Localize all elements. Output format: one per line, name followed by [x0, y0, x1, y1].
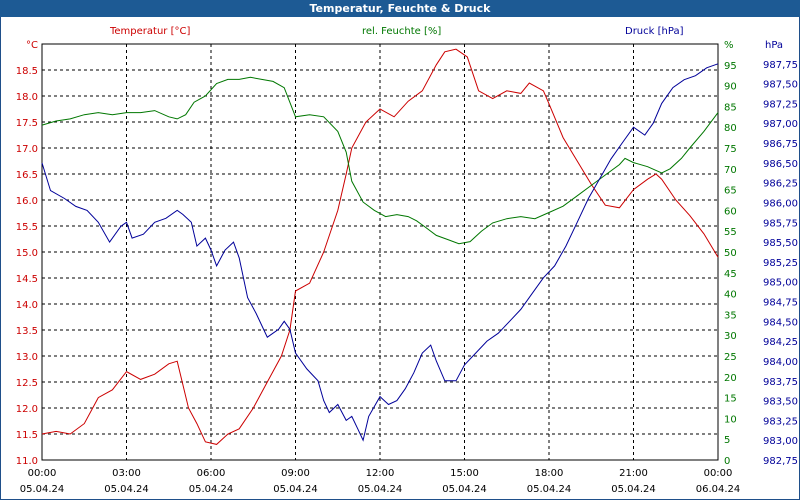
chart-title: Temperatur, Feuchte & Druck — [0, 0, 800, 17]
pressure-tick-label: 986,00 — [763, 198, 798, 209]
temp-tick-label: 14.0 — [16, 300, 38, 311]
temp-tick-label: 13.0 — [16, 352, 38, 363]
temp-tick-label: 15.5 — [16, 222, 38, 233]
pressure-tick-label: 982,75 — [763, 456, 798, 467]
pressure-tick-label: 987,50 — [763, 80, 798, 91]
humidity-tick-label: 55 — [724, 227, 737, 238]
humidity-tick-label: 45 — [724, 269, 737, 280]
x-tick-time: 18:00 — [535, 468, 564, 479]
temp-axis-unit: °C — [26, 40, 38, 51]
x-tick-date: 05.04.24 — [104, 484, 149, 495]
pressure-tick-label: 986,75 — [763, 139, 798, 150]
humidity-tick-label: 75 — [724, 144, 737, 155]
temp-tick-label: 18.0 — [16, 92, 38, 103]
pressure-series-line — [41, 63, 719, 442]
pressure-tick-label: 985,00 — [763, 278, 798, 289]
x-tick-date: 05.04.24 — [20, 484, 65, 495]
humidity-tick-label: 10 — [724, 414, 737, 425]
x-tick-date: 05.04.24 — [527, 484, 572, 495]
pressure-tick-label: 986,25 — [763, 179, 798, 190]
pressure-tick-label: 986,50 — [763, 159, 798, 170]
temp-tick-label: 11.0 — [16, 456, 38, 467]
legend-pressure: Druck [hPa] — [625, 26, 684, 37]
legend-humidity: rel. Feuchte [%] — [362, 26, 441, 37]
humidity-tick-label: 20 — [724, 373, 737, 384]
humidity-tick-label: 85 — [724, 102, 737, 113]
temperature-series-line — [41, 48, 719, 445]
pressure-tick-label: 984,75 — [763, 298, 798, 309]
pressure-tick-label: 987,25 — [763, 99, 798, 110]
x-tick-time: 00:00 — [704, 468, 733, 479]
humidity-tick-label: 80 — [724, 123, 737, 134]
x-tick-date: 05.04.24 — [358, 484, 403, 495]
x-tick-time: 12:00 — [366, 468, 395, 479]
temp-tick-label: 16.0 — [16, 196, 38, 207]
temp-tick-label: 12.5 — [16, 378, 38, 389]
pressure-tick-label: 987,75 — [763, 60, 798, 71]
humidity-tick-label: 95 — [724, 61, 737, 72]
x-tick-date: 06.04.24 — [696, 484, 741, 495]
temp-tick-label: 17.5 — [16, 118, 38, 129]
humidity-tick-label: 15 — [724, 394, 737, 405]
x-tick-date: 05.04.24 — [273, 484, 318, 495]
temp-tick-label: 18.5 — [16, 66, 38, 77]
temp-tick-label: 17.0 — [16, 144, 38, 155]
pressure-tick-label: 984,25 — [763, 337, 798, 348]
humidity-tick-label: 35 — [724, 310, 737, 321]
humidity-tick-label: 5 — [724, 435, 730, 446]
x-tick-date: 05.04.24 — [189, 484, 234, 495]
pressure-tick-label: 983,50 — [763, 397, 798, 408]
humidity-tick-label: 90 — [724, 82, 737, 93]
pressure-tick-label: 987,00 — [763, 119, 798, 130]
temp-tick-label: 13.5 — [16, 326, 38, 337]
pressure-tick-label: 983,75 — [763, 377, 798, 388]
pressure-axis-unit: hPa — [765, 40, 783, 51]
temp-tick-label: 15.0 — [16, 248, 38, 259]
pressure-tick-label: 983,00 — [763, 436, 798, 447]
x-tick-time: 15:00 — [450, 468, 479, 479]
pressure-tick-label: 985,25 — [763, 258, 798, 269]
humidity-tick-label: 30 — [724, 331, 737, 342]
pressure-tick-label: 985,50 — [763, 238, 798, 249]
pressure-tick-label: 985,75 — [763, 218, 798, 229]
humidity-tick-label: 65 — [724, 186, 737, 197]
x-tick-date: 05.04.24 — [442, 484, 487, 495]
temp-tick-label: 11.5 — [16, 430, 38, 441]
temp-tick-label: 16.5 — [16, 170, 38, 181]
pressure-tick-label: 984,50 — [763, 317, 798, 328]
x-tick-date: 05.04.24 — [611, 484, 656, 495]
x-tick-time: 00:00 — [28, 468, 57, 479]
humidity-tick-label: 25 — [724, 352, 737, 363]
humidity-tick-label: 70 — [724, 165, 737, 176]
humidity-tick-label: 60 — [724, 206, 737, 217]
pressure-tick-label: 983,25 — [763, 416, 798, 427]
x-tick-time: 09:00 — [281, 468, 310, 479]
legend-temperature: Temperatur [°C] — [109, 26, 190, 37]
x-tick-time: 06:00 — [197, 468, 226, 479]
x-tick-time: 21:00 — [619, 468, 648, 479]
humidity-axis-unit: % — [724, 40, 734, 51]
x-tick-time: 03:00 — [112, 468, 141, 479]
temp-tick-label: 14.5 — [16, 274, 38, 285]
humidity-tick-label: 50 — [724, 248, 737, 259]
humidity-tick-label: 40 — [724, 290, 737, 301]
humidity-series-line — [41, 76, 719, 245]
temp-tick-label: 12.0 — [16, 404, 38, 415]
humidity-tick-label: 0 — [724, 456, 730, 467]
pressure-tick-label: 984,00 — [763, 357, 798, 368]
